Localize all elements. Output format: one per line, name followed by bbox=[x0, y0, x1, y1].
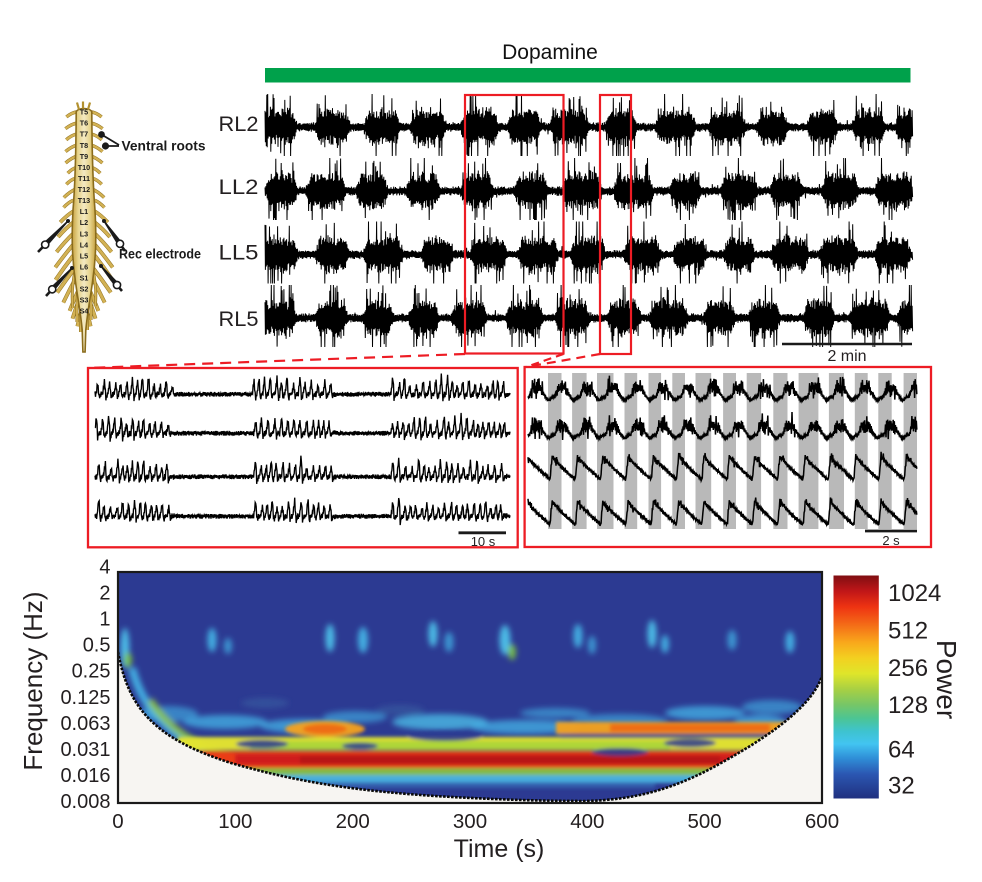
svg-text:0.5: 0.5 bbox=[83, 635, 111, 657]
svg-text:L3: L3 bbox=[80, 229, 88, 238]
svg-text:32: 32 bbox=[888, 772, 915, 799]
svg-text:S2: S2 bbox=[80, 285, 89, 294]
svg-text:0.031: 0.031 bbox=[60, 739, 110, 761]
svg-text:2: 2 bbox=[99, 583, 110, 605]
svg-text:0.063: 0.063 bbox=[60, 713, 110, 735]
svg-text:T13: T13 bbox=[78, 196, 90, 205]
svg-text:Power: Power bbox=[931, 640, 962, 719]
svg-text:RL5: RL5 bbox=[219, 307, 259, 331]
svg-text:Ventral roots: Ventral roots bbox=[122, 138, 206, 154]
svg-text:T5: T5 bbox=[80, 108, 88, 117]
svg-text:T8: T8 bbox=[80, 141, 88, 150]
svg-text:T11: T11 bbox=[78, 174, 90, 183]
svg-text:L5: L5 bbox=[80, 251, 88, 260]
svg-text:0: 0 bbox=[112, 810, 123, 833]
svg-text:LL5: LL5 bbox=[219, 241, 259, 265]
svg-text:T9: T9 bbox=[80, 152, 88, 161]
svg-text:T6: T6 bbox=[80, 119, 88, 128]
svg-text:RL2: RL2 bbox=[219, 112, 259, 136]
svg-text:256: 256 bbox=[888, 655, 928, 682]
svg-text:0.125: 0.125 bbox=[60, 687, 110, 709]
svg-text:Dopamine: Dopamine bbox=[502, 41, 598, 64]
svg-text:0.008: 0.008 bbox=[60, 791, 110, 813]
svg-text:Time (s): Time (s) bbox=[454, 835, 545, 863]
svg-text:600: 600 bbox=[805, 810, 839, 833]
svg-text:L6: L6 bbox=[80, 262, 88, 271]
svg-text:T10: T10 bbox=[78, 163, 90, 172]
svg-text:0.016: 0.016 bbox=[60, 765, 110, 787]
svg-text:500: 500 bbox=[687, 810, 721, 833]
svg-text:2 min: 2 min bbox=[827, 348, 866, 365]
svg-text:128: 128 bbox=[888, 692, 928, 719]
svg-text:L1: L1 bbox=[80, 207, 88, 216]
svg-text:200: 200 bbox=[336, 810, 370, 833]
svg-text:S4: S4 bbox=[80, 307, 89, 316]
svg-text:1024: 1024 bbox=[888, 580, 941, 607]
svg-text:1: 1 bbox=[99, 609, 110, 631]
svg-text:0.25: 0.25 bbox=[72, 661, 111, 683]
svg-text:4: 4 bbox=[99, 557, 110, 579]
svg-text:64: 64 bbox=[888, 736, 915, 763]
svg-text:100: 100 bbox=[218, 810, 252, 833]
svg-text:Rec electrode: Rec electrode bbox=[119, 246, 201, 262]
svg-text:L4: L4 bbox=[80, 240, 88, 249]
svg-text:L2: L2 bbox=[80, 218, 88, 227]
svg-text:LL2: LL2 bbox=[219, 175, 259, 199]
svg-text:512: 512 bbox=[888, 618, 928, 645]
svg-text:S1: S1 bbox=[80, 274, 89, 283]
svg-text:400: 400 bbox=[570, 810, 604, 833]
svg-text:10 s: 10 s bbox=[471, 534, 496, 549]
svg-text:T12: T12 bbox=[78, 185, 90, 194]
svg-text:300: 300 bbox=[453, 810, 487, 833]
svg-text:T7: T7 bbox=[80, 130, 88, 139]
svg-text:2 s: 2 s bbox=[882, 533, 900, 548]
svg-text:S3: S3 bbox=[80, 296, 89, 305]
svg-text:Frequency (Hz): Frequency (Hz) bbox=[18, 591, 48, 770]
